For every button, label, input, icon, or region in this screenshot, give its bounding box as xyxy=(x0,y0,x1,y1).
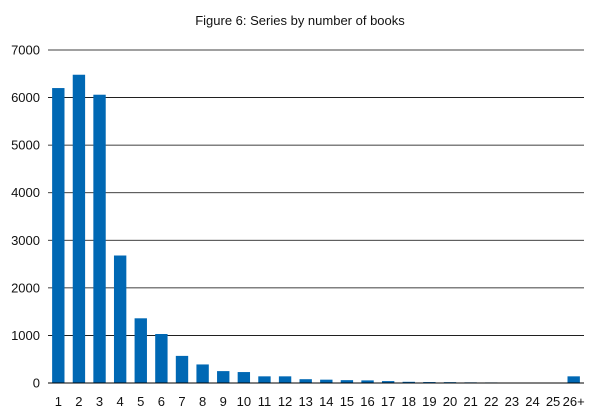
bar-14 xyxy=(320,379,333,383)
bar-5 xyxy=(134,318,147,383)
y-axis-ticks: 0 1000 2000 3000 4000 5000 6000 7000 xyxy=(11,43,40,391)
bar-13 xyxy=(299,379,312,383)
y-tick-label: 0 xyxy=(33,376,40,391)
bar-6 xyxy=(155,334,168,383)
bar-10 xyxy=(237,372,251,383)
x-tick-label: 18 xyxy=(402,394,416,409)
x-tick-label: 26+ xyxy=(563,394,585,409)
x-tick-label: 4 xyxy=(117,394,124,409)
bar-26+ xyxy=(567,376,580,383)
x-tick-label: 17 xyxy=(381,394,395,409)
x-axis-ticks: 1 2 3 4 5 6 7 8 9 10 11 12 13 14 15 16 17 18 19 20 21 22 23 24 2… xyxy=(55,394,585,409)
x-tick-label: 6 xyxy=(158,394,165,409)
x-tick-label: 19 xyxy=(422,394,436,409)
bar-4 xyxy=(113,255,127,383)
y-tick-label: 1000 xyxy=(11,328,40,343)
x-tick-label: 2 xyxy=(75,394,82,409)
x-tick-label: 11 xyxy=(258,394,272,409)
x-tick-label: 9 xyxy=(220,394,227,409)
bar-16 xyxy=(361,380,374,383)
y-tick-label: 2000 xyxy=(11,280,40,295)
x-tick-label: 20 xyxy=(443,394,457,409)
x-tick-label: 15 xyxy=(340,394,354,409)
bar-15 xyxy=(340,380,354,383)
x-tick-label: 25 xyxy=(546,394,560,409)
y-tick-label: 5000 xyxy=(11,138,40,153)
x-tick-label: 8 xyxy=(199,394,206,409)
y-tick-label: 6000 xyxy=(11,90,40,105)
x-tick-label: 13 xyxy=(298,394,312,409)
x-tick-label: 7 xyxy=(178,394,185,409)
x-tick-label: 23 xyxy=(505,394,519,409)
bar-8 xyxy=(196,364,209,383)
bar-17 xyxy=(381,381,395,383)
bar-7 xyxy=(175,355,189,383)
x-tick-label: 1 xyxy=(55,394,62,409)
x-tick-label: 12 xyxy=(278,394,292,409)
y-tick-label: 3000 xyxy=(11,233,40,248)
bars xyxy=(52,74,580,384)
bar-3 xyxy=(93,94,106,384)
bar-11 xyxy=(258,376,271,383)
x-tick-label: 3 xyxy=(96,394,103,409)
y-tick-label: 4000 xyxy=(11,185,40,200)
bar-9 xyxy=(217,371,230,383)
gridlines xyxy=(48,49,584,336)
bar-1 xyxy=(52,88,65,384)
bar-2 xyxy=(72,74,86,383)
x-tick-label: 24 xyxy=(525,394,539,409)
chart-title: Figure 6: Series by number of books xyxy=(195,13,405,28)
x-tick-label: 16 xyxy=(360,394,374,409)
bar-12 xyxy=(278,376,292,383)
y-tick-label: 7000 xyxy=(11,43,40,58)
x-tick-label: 14 xyxy=(319,394,333,409)
bar-18 xyxy=(402,381,415,383)
x-tick-label: 5 xyxy=(137,394,144,409)
x-tick-label: 21 xyxy=(463,394,477,409)
x-tick-label: 22 xyxy=(484,394,498,409)
x-tick-label: 10 xyxy=(237,394,251,409)
